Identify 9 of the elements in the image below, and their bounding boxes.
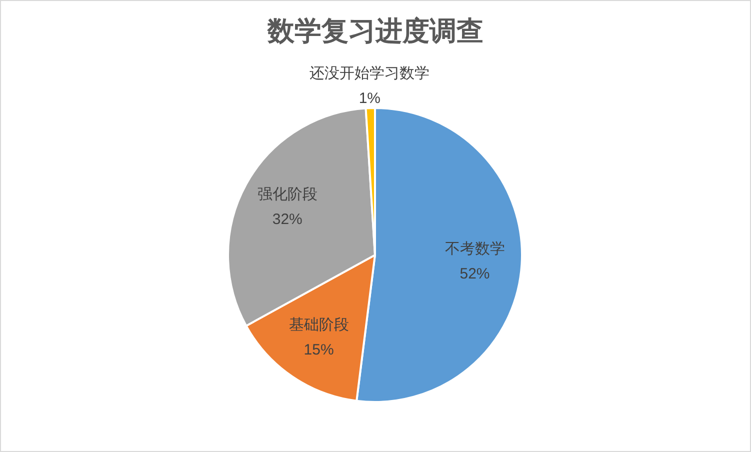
slice-label: 不考数学 [444, 240, 505, 258]
slice-label: 还没开始学习数学 [310, 65, 430, 82]
chart-title: 数学复习进度调查 [266, 16, 484, 46]
data-label: 15% [304, 342, 334, 359]
data-label: 52% [460, 265, 490, 282]
data-label: 1% [358, 90, 381, 108]
data-label: 32% [272, 210, 302, 228]
slice-label: 强化阶段 [257, 186, 318, 203]
slice-label: 基础阶段 [288, 316, 349, 334]
